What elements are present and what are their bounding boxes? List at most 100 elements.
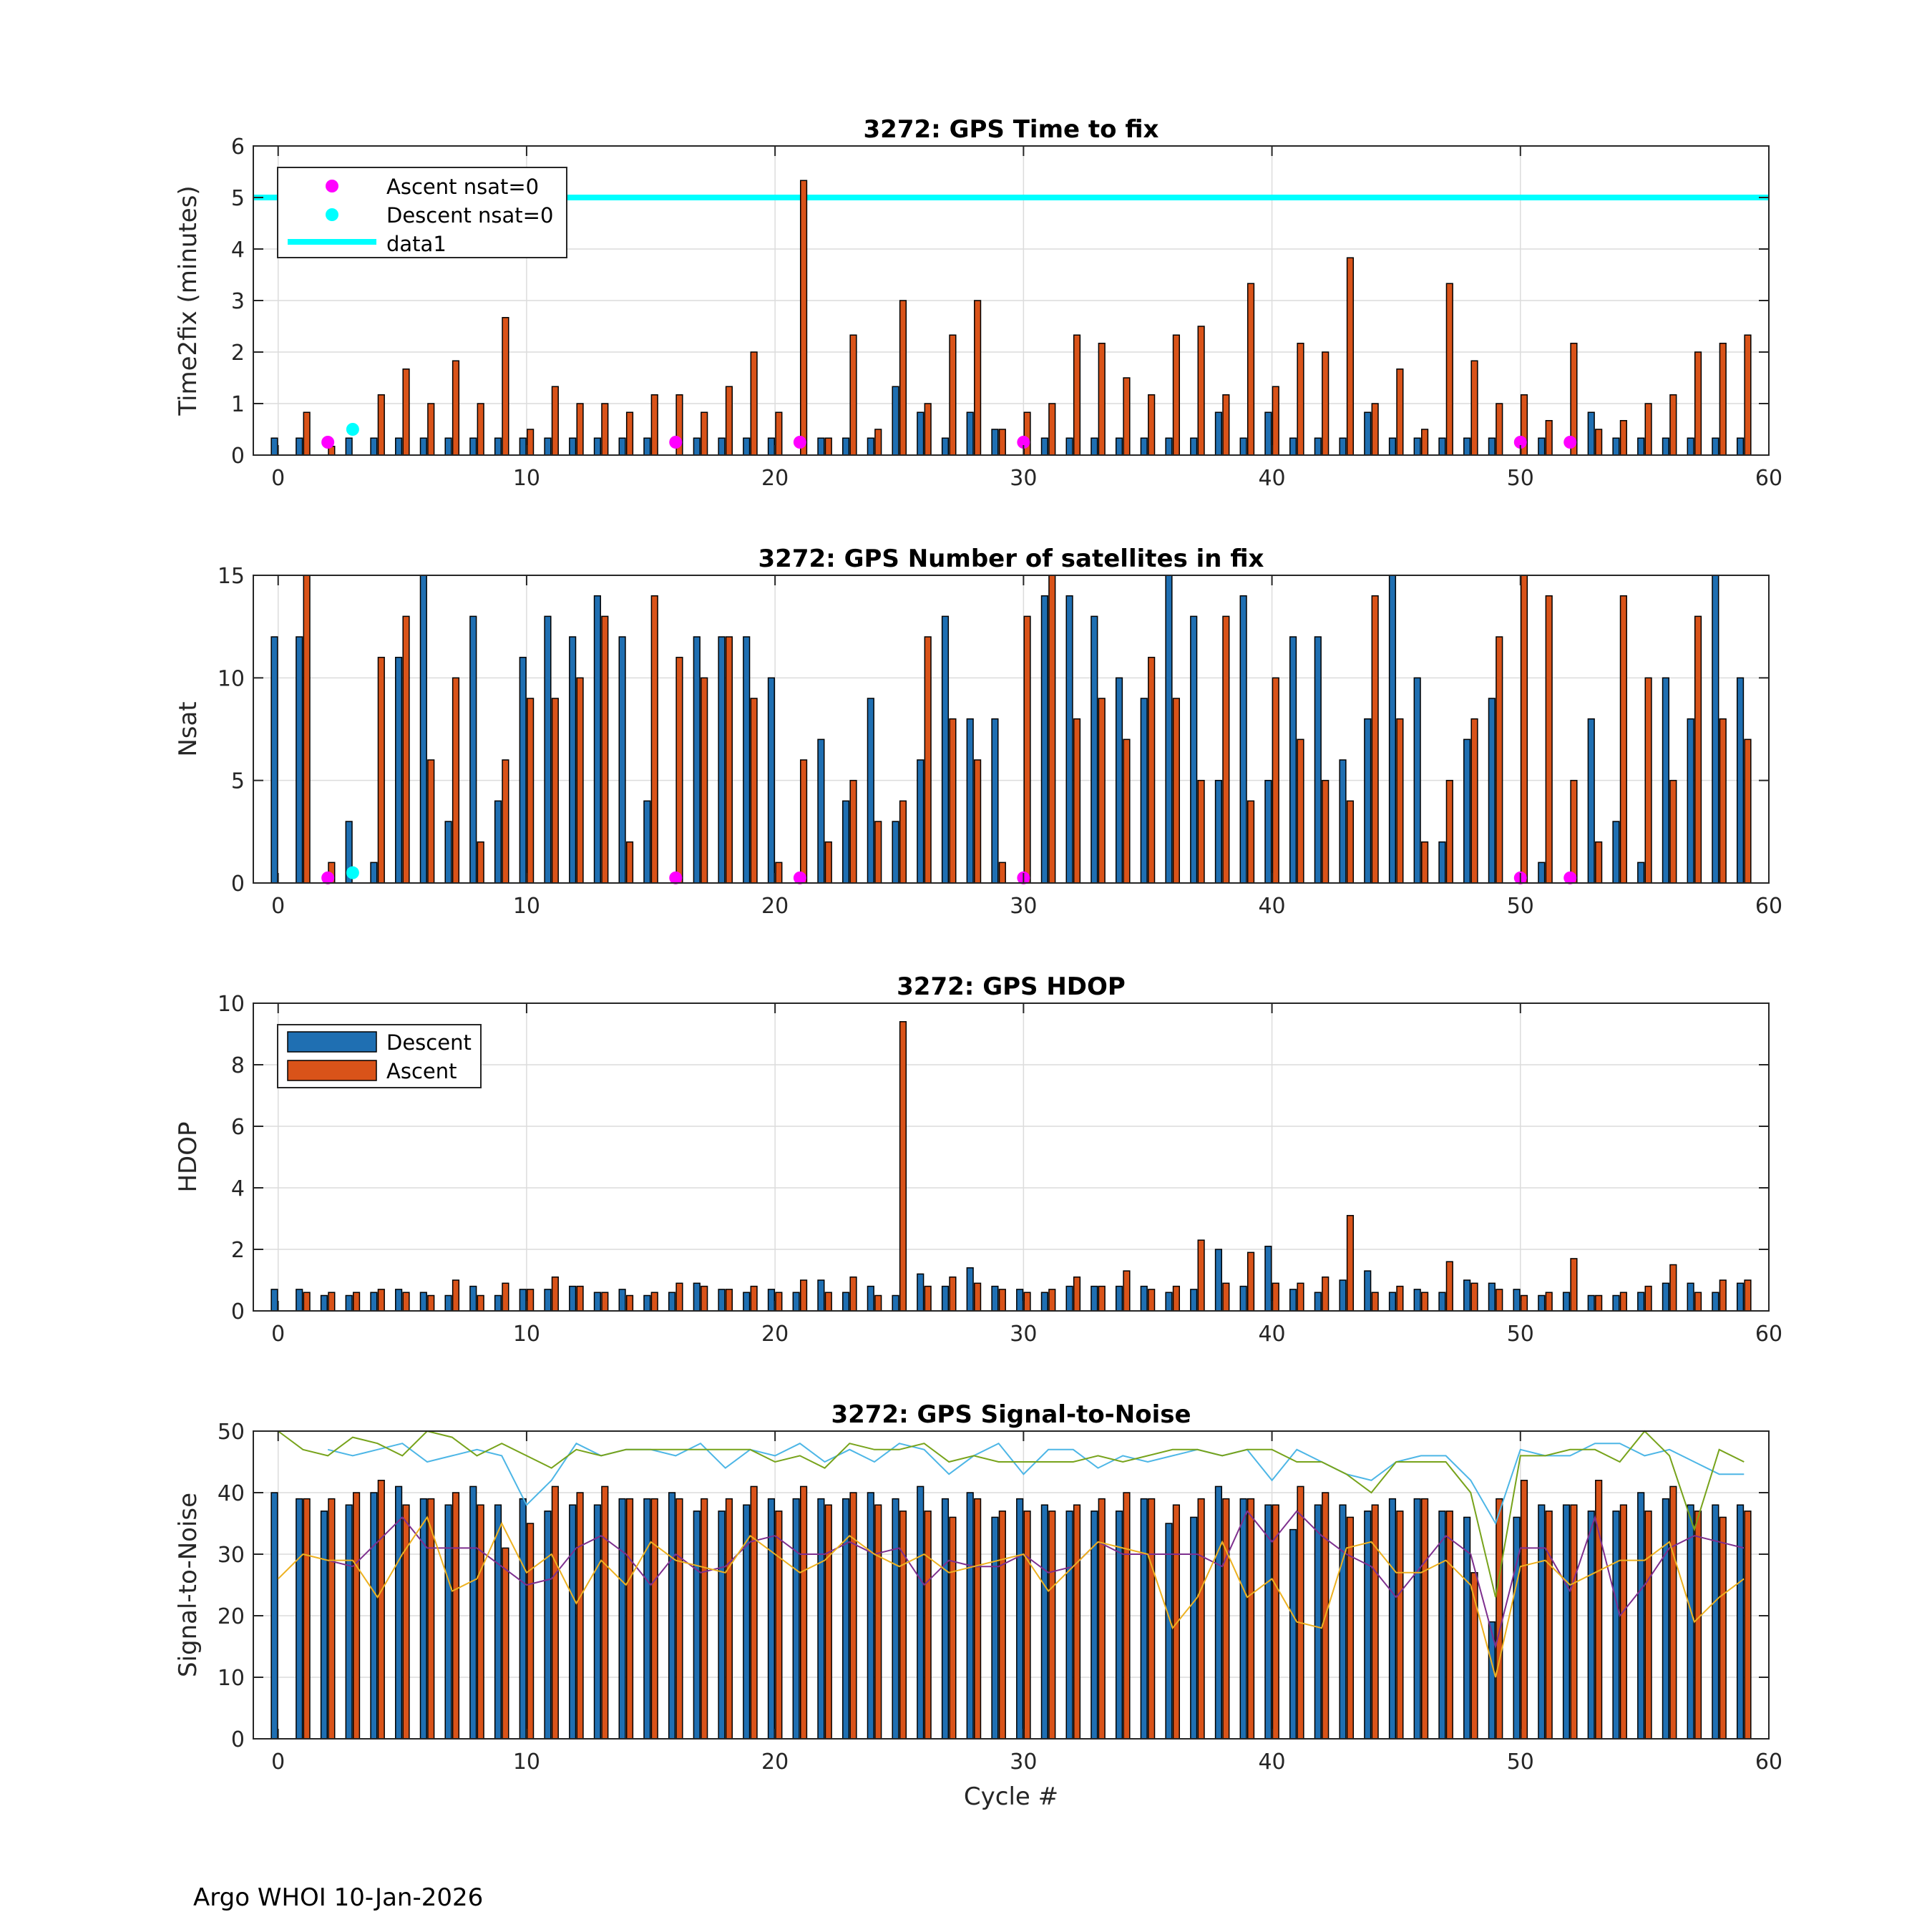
- bar-ascent: [899, 300, 907, 456]
- bar-ascent: [1197, 779, 1205, 884]
- bar-ascent: [1297, 1485, 1304, 1740]
- bar-descent: [1140, 1285, 1148, 1312]
- x-tick-label: 20: [761, 466, 789, 491]
- bar-ascent: [1496, 1289, 1503, 1312]
- bar-descent: [693, 1511, 701, 1740]
- bar-descent: [643, 1294, 651, 1312]
- x-tick-label: 50: [1507, 1322, 1534, 1347]
- line-snr-max-ascent: [278, 1430, 1745, 1598]
- bar-ascent: [625, 411, 634, 456]
- bar-ascent: [1272, 1282, 1279, 1312]
- legend-entry: data1: [386, 232, 447, 256]
- bar-descent: [743, 636, 751, 884]
- bar-ascent: [1272, 386, 1279, 456]
- bar-descent: [370, 437, 378, 456]
- bar-ascent: [949, 718, 957, 884]
- bar-ascent: [1396, 1285, 1404, 1312]
- bar-descent: [917, 759, 924, 884]
- bar-ascent: [1595, 1294, 1603, 1312]
- x-tick-label: 50: [1507, 1750, 1534, 1775]
- bar-ascent: [1172, 698, 1180, 884]
- bar-ascent: [924, 636, 932, 884]
- bar-descent: [1190, 1516, 1198, 1740]
- bar-ascent: [1694, 615, 1702, 884]
- bar-ascent: [1619, 1292, 1627, 1312]
- bar-ascent: [1421, 429, 1429, 456]
- bar-descent: [370, 862, 378, 884]
- bar-descent: [1662, 437, 1669, 456]
- bar-descent: [1339, 759, 1347, 884]
- bar-ascent: [1172, 1285, 1180, 1312]
- bar-ascent: [1023, 1511, 1031, 1740]
- x-tick-label: 20: [761, 1750, 789, 1775]
- bar-ascent: [1048, 1511, 1056, 1740]
- bar-ascent: [1669, 779, 1677, 884]
- y-tick-label: 8: [231, 1053, 245, 1078]
- bar-descent: [544, 615, 552, 884]
- bar-ascent: [377, 1289, 385, 1312]
- bar-ascent: [824, 437, 832, 456]
- chart-title: 3272: GPS Time to fix: [864, 115, 1159, 144]
- bar-ascent: [1421, 1498, 1429, 1740]
- bar-descent: [1513, 1516, 1521, 1740]
- bar-ascent: [527, 698, 535, 884]
- bar-ascent: [1246, 1252, 1255, 1312]
- bar-ascent: [427, 403, 435, 456]
- bar-descent: [469, 437, 477, 456]
- bar-descent: [792, 1498, 800, 1740]
- x-tick-label: 60: [1755, 894, 1782, 919]
- bar-descent: [1140, 1498, 1148, 1740]
- bar-descent: [1165, 1523, 1173, 1740]
- bar-descent: [1239, 437, 1247, 456]
- bar-descent: [1637, 1292, 1645, 1312]
- bar-descent: [718, 437, 726, 456]
- bar-descent: [1190, 1289, 1198, 1312]
- bar-descent: [792, 1292, 800, 1312]
- y-tick-label: 10: [218, 1666, 245, 1691]
- line-snr-mean-descent: [327, 1509, 1745, 1649]
- bar-ascent: [1098, 1285, 1106, 1312]
- bar-ascent: [1744, 334, 1752, 456]
- footer-label: Argo WHOI 10-Jan-2026: [193, 1883, 484, 1912]
- bar-ascent: [1148, 656, 1156, 884]
- bar-ascent: [1496, 636, 1503, 884]
- bar-ascent: [1272, 677, 1279, 884]
- bar-ascent: [1371, 1504, 1379, 1740]
- bar-descent: [1314, 1292, 1322, 1312]
- bar-descent: [867, 1492, 874, 1740]
- bar-ascent: [1496, 403, 1503, 456]
- bar-ascent: [1371, 1292, 1379, 1312]
- bar-ascent: [1222, 615, 1230, 884]
- bar-ascent: [551, 698, 559, 884]
- y-tick-label: 10: [218, 666, 245, 691]
- bar-descent: [1314, 636, 1322, 884]
- bar-ascent: [452, 360, 460, 456]
- bar-ascent: [701, 1498, 708, 1740]
- bar-descent: [892, 1498, 899, 1740]
- bar-descent: [444, 437, 452, 456]
- marker-ascent-nsat0: [669, 436, 683, 449]
- bar-descent: [296, 636, 303, 884]
- bar-ascent: [1297, 738, 1304, 884]
- bar-ascent: [353, 1492, 361, 1740]
- bar-ascent: [1570, 779, 1578, 884]
- bar-ascent: [924, 1511, 932, 1740]
- bar-ascent: [725, 386, 733, 456]
- bar-descent: [817, 1498, 825, 1740]
- bar-descent: [1463, 1279, 1471, 1312]
- legend-marker-descent-nsat0: [326, 208, 338, 221]
- bar-descent: [569, 1504, 577, 1740]
- bar-descent: [1264, 411, 1272, 456]
- legend-marker-ascent-nsat0: [326, 180, 338, 192]
- legend-swatch: [287, 1031, 377, 1053]
- bar-ascent: [1048, 575, 1056, 884]
- bar-ascent: [998, 1289, 1006, 1312]
- bar-ascent: [1297, 1282, 1304, 1312]
- bar-descent: [1388, 1498, 1397, 1740]
- bar-ascent: [1744, 1511, 1752, 1740]
- bar-descent: [519, 656, 527, 884]
- bar-descent: [941, 437, 950, 456]
- marker-ascent-nsat0: [1017, 436, 1030, 449]
- bar-descent: [1587, 1511, 1595, 1740]
- bar-ascent: [1197, 1498, 1205, 1740]
